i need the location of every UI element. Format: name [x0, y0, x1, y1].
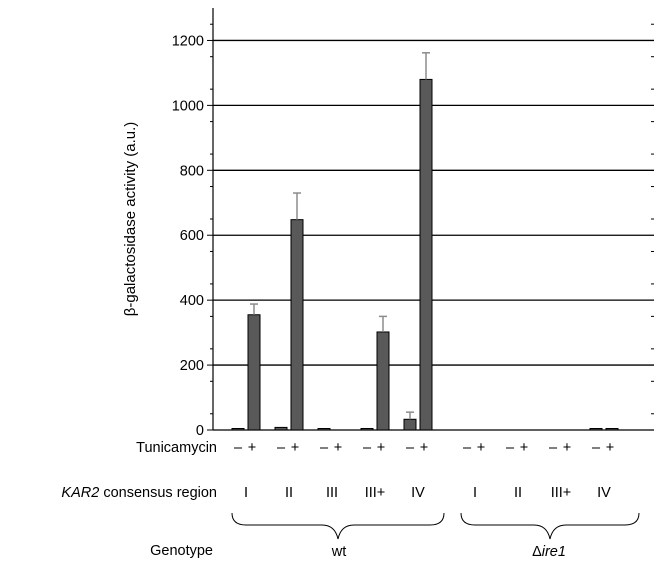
bar — [317, 428, 331, 431]
tunicamycin-mark-plus: + — [563, 440, 571, 456]
y-tick-label: 1000 — [172, 98, 204, 114]
region-label: II — [514, 485, 522, 501]
genotype-wt-name: wt — [331, 544, 347, 560]
gridlines — [213, 39, 654, 366]
tunicamycin-mark-plus: + — [248, 440, 256, 456]
y-tick-label: 600 — [180, 228, 204, 244]
y-tick-label: 1200 — [172, 33, 204, 49]
bar — [274, 426, 288, 431]
region-label: III — [326, 485, 338, 501]
region-row-label: KAR2 consensus region — [61, 485, 217, 501]
tunicamycin-mark-minus: – — [320, 440, 329, 456]
tunicamycin-mark-minus: – — [506, 440, 515, 456]
region-label: I — [244, 485, 248, 501]
genotype-braces — [231, 512, 640, 540]
tunicamycin-mark-minus: – — [463, 440, 472, 456]
tunicamycin-marks: – + – + – + – + – + – + – + – + – + — [234, 440, 614, 456]
tunicamycin-mark-minus: – — [363, 440, 372, 456]
genotype-labels: wt Δire1 — [331, 544, 566, 560]
bar — [419, 78, 433, 431]
bar — [290, 219, 304, 431]
y-tick-label: 0 — [196, 423, 204, 439]
bar — [360, 428, 374, 431]
tunicamycin-mark-minus: – — [234, 440, 243, 456]
tunicamycin-mark-plus: + — [477, 440, 485, 456]
region-label: III+ — [551, 485, 572, 501]
genotype-ire1-prefix: Δ — [532, 544, 542, 560]
row-labels: Tunicamycin KAR2 consensus region Genoty… — [61, 440, 217, 559]
tunicamycin-mark-plus: + — [420, 440, 428, 456]
bars — [231, 78, 619, 431]
tunicamycin-mark-plus: + — [606, 440, 614, 456]
region-label: II — [285, 485, 293, 501]
genotype-row-label: Genotype — [150, 543, 213, 559]
y-axis-label: β-galactosidase activity (a.u.) — [122, 122, 139, 317]
brace-ire1 — [460, 512, 640, 540]
tunicamycin-mark-plus: + — [334, 440, 342, 456]
bar — [605, 428, 619, 431]
brace-wt — [231, 512, 445, 540]
bar — [376, 331, 390, 431]
region-label: III+ — [365, 485, 386, 501]
region-label: IV — [597, 485, 611, 501]
bar — [403, 418, 417, 431]
bar — [247, 314, 261, 431]
bar — [589, 428, 603, 431]
region-labels: I II III III+ IV I II III+ IV — [244, 485, 611, 501]
tunicamycin-mark-minus: – — [549, 440, 558, 456]
genotype-ire1-name: ire1 — [542, 544, 566, 560]
region-row-label-gene: KAR2 — [61, 485, 99, 501]
bar — [231, 428, 245, 431]
genotype-label-ire1: Δire1 — [532, 544, 566, 560]
tunicamycin-mark-plus: + — [291, 440, 299, 456]
error-bars — [250, 52, 430, 420]
region-label: IV — [411, 485, 425, 501]
genotype-label-wt: wt — [331, 544, 347, 560]
region-row-label-rest: consensus region — [99, 485, 217, 501]
y-tick-label: 800 — [180, 163, 204, 179]
region-label: I — [473, 485, 477, 501]
y-tick-label: 200 — [180, 358, 204, 374]
tunicamycin-row-label: Tunicamycin — [136, 440, 217, 456]
tunicamycin-mark-plus: + — [520, 440, 528, 456]
y-tick-labels: 0 200 400 600 800 1000 1200 — [172, 33, 204, 439]
y-tick-label: 400 — [180, 293, 204, 309]
tunicamycin-mark-plus: + — [377, 440, 385, 456]
tunicamycin-mark-minus: – — [277, 440, 286, 456]
tunicamycin-mark-minus: – — [406, 440, 415, 456]
tunicamycin-mark-minus: – — [592, 440, 601, 456]
